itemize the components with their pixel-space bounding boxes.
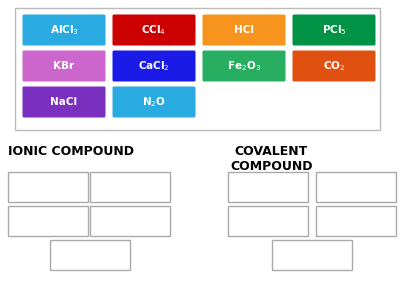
Text: CaCl$_2$: CaCl$_2$: [138, 59, 170, 73]
Bar: [90, 206, 170, 236]
Text: COVALENT
COMPOUND: COVALENT COMPOUND: [230, 145, 312, 173]
FancyBboxPatch shape: [202, 50, 286, 82]
Text: CO$_2$: CO$_2$: [323, 59, 345, 73]
FancyBboxPatch shape: [292, 50, 376, 82]
FancyBboxPatch shape: [202, 14, 286, 46]
Text: N$_2$O: N$_2$O: [142, 95, 166, 109]
Bar: [316, 172, 396, 202]
Bar: [228, 206, 308, 236]
FancyBboxPatch shape: [112, 50, 196, 82]
FancyBboxPatch shape: [112, 14, 196, 46]
Text: HCl: HCl: [234, 25, 254, 35]
Text: Fe$_2$O$_3$: Fe$_2$O$_3$: [227, 59, 261, 73]
Bar: [272, 240, 352, 270]
Text: CCl$_4$: CCl$_4$: [142, 23, 166, 37]
FancyBboxPatch shape: [112, 86, 196, 118]
Text: IONIC COMPOUND: IONIC COMPOUND: [8, 145, 134, 158]
Bar: [228, 172, 308, 202]
FancyBboxPatch shape: [22, 50, 106, 82]
FancyBboxPatch shape: [22, 14, 106, 46]
Bar: [8, 172, 88, 202]
Bar: [8, 206, 88, 236]
Text: NaCl: NaCl: [50, 97, 78, 107]
Text: PCl$_5$: PCl$_5$: [322, 23, 346, 37]
Bar: [90, 172, 170, 202]
Bar: [15, 8, 380, 130]
FancyBboxPatch shape: [22, 86, 106, 118]
Text: KBr: KBr: [54, 61, 74, 71]
Bar: [316, 206, 396, 236]
Bar: [50, 240, 130, 270]
Text: AlCl$_3$: AlCl$_3$: [50, 23, 78, 37]
FancyBboxPatch shape: [292, 14, 376, 46]
